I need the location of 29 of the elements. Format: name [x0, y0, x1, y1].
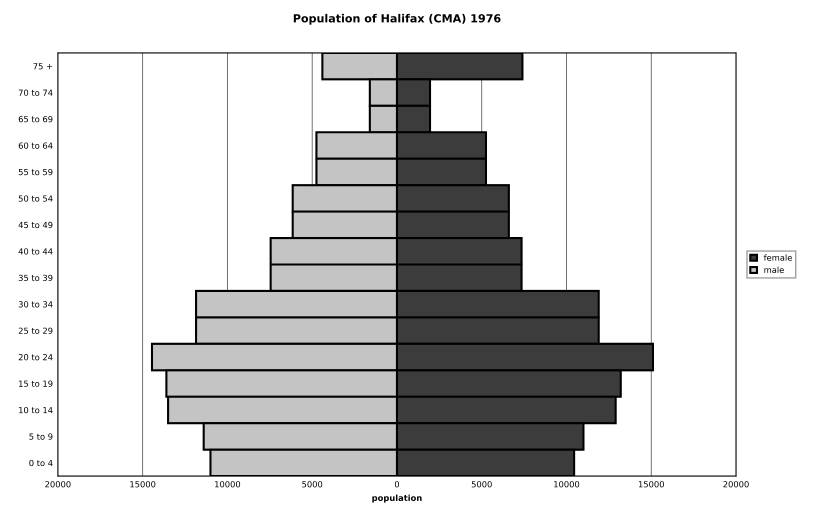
y-tick-label: 5 to 9	[29, 433, 52, 440]
y-tick-label: 25 to 29	[18, 328, 52, 334]
y-tick-label: 35 to 39	[18, 274, 52, 282]
x-tick-label: 5000	[302, 481, 322, 488]
y-tick-label: 15 to 19	[19, 380, 52, 387]
x-tick-label: 20000	[45, 481, 71, 488]
legend-label: female	[764, 254, 792, 261]
y-tick-label: 50 to 54	[18, 195, 53, 202]
y-tick-label: 75 +	[33, 63, 52, 70]
y-tick-label: 30 to 34	[18, 301, 53, 308]
x-tick-label: 10000	[554, 481, 580, 488]
y-tick-label: 20 to 24	[18, 354, 53, 360]
x-tick-label: 10000	[215, 481, 240, 488]
x-tick-label: 20000	[723, 481, 749, 488]
x-tick-label: 15000	[638, 481, 664, 488]
x-axis-title: population	[372, 494, 422, 503]
y-tick-label: 10 to 14	[19, 406, 53, 414]
y-tick-label: 45 to 49	[18, 222, 52, 228]
y-tick-label: 60 to 64	[18, 142, 53, 149]
y-tick-label: 65 to 69	[18, 116, 52, 122]
y-tick-label: 70 to 74	[18, 90, 53, 96]
y-tick-label: 40 to 44	[18, 248, 53, 255]
y-tick-label: 55 to 59	[18, 168, 52, 176]
x-tick-label: 15000	[130, 481, 156, 488]
y-tick-label: 0 to 4	[29, 460, 53, 466]
legend-label: male	[764, 266, 784, 274]
x-tick-label: 0	[394, 481, 400, 488]
chart-title: Population of Halifax (CMA) 1976	[294, 14, 501, 25]
x-tick-label: 5000	[472, 481, 492, 488]
